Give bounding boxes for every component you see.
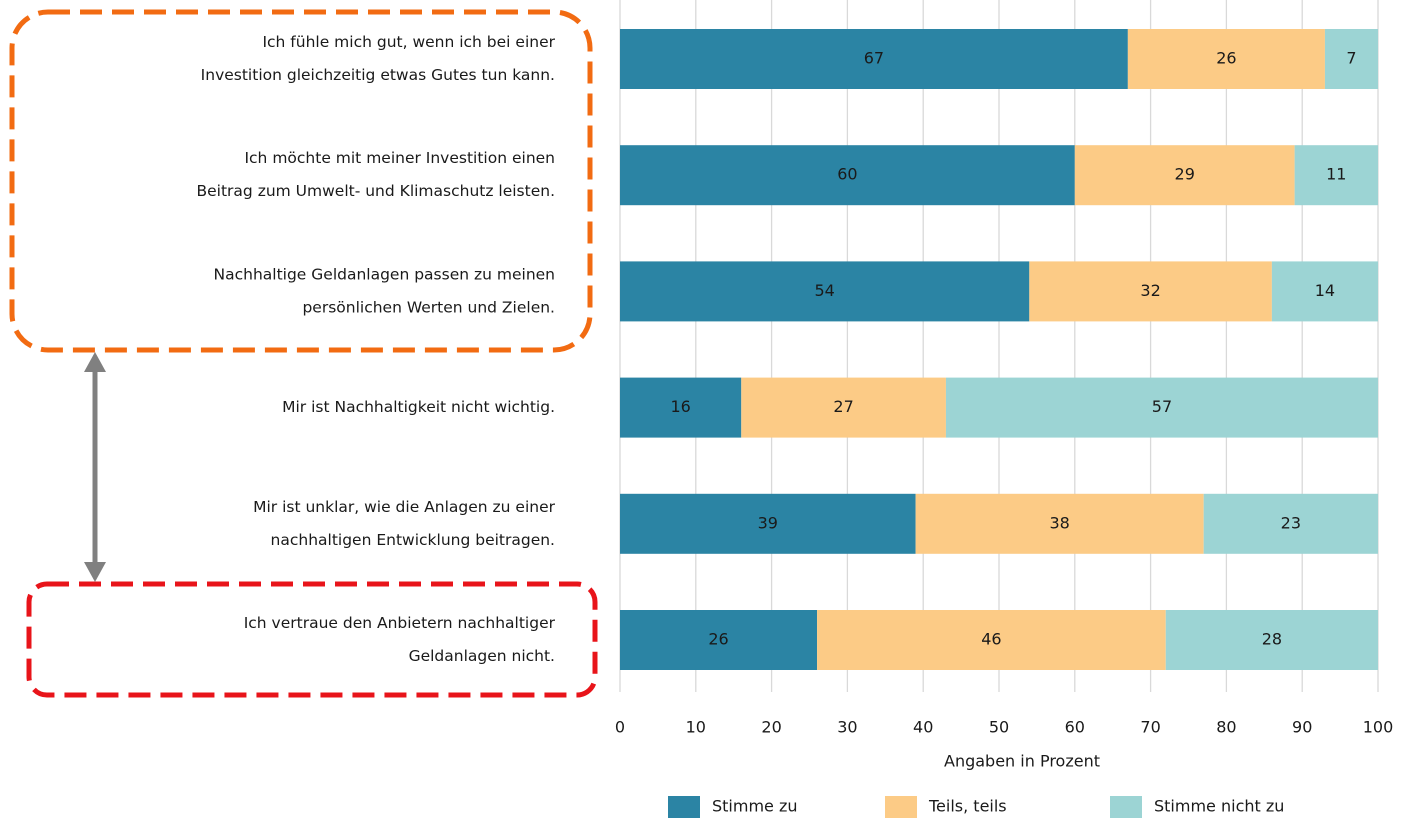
- bar-segment: [620, 377, 742, 438]
- legend-label: Teils, teils: [928, 797, 1007, 816]
- x-tick-label: 60: [1065, 718, 1085, 737]
- bar-segment: [1324, 29, 1378, 89]
- category-label: Mir ist unklar, wie die Anlagen zu einer: [253, 498, 556, 516]
- legend-label: Stimme zu: [712, 797, 798, 816]
- legend-swatch: [668, 796, 700, 818]
- x-axis-label: Angaben in Prozent: [944, 752, 1100, 771]
- bar-segment: [817, 610, 1166, 670]
- legend-label: Stimme nicht zu: [1154, 797, 1284, 816]
- value-label: 14: [1315, 281, 1335, 300]
- bar-segment: [945, 377, 1378, 438]
- bar-segment: [741, 377, 946, 438]
- bar-segment: [620, 261, 1030, 322]
- category-label: Ich möchte mit meiner Investition einen: [244, 149, 555, 167]
- value-label: 60: [837, 165, 857, 184]
- value-label: 26: [1216, 49, 1236, 68]
- value-label: 26: [708, 630, 728, 649]
- arrow-head: [84, 562, 106, 582]
- x-tick-label: 40: [913, 718, 933, 737]
- value-label: 11: [1326, 165, 1346, 184]
- x-tick-label: 50: [989, 718, 1009, 737]
- category-label: nachhaltigen Entwicklung beitragen.: [271, 531, 555, 549]
- bar-segment: [1127, 29, 1325, 89]
- category-label: Ich vertraue den Anbietern nachhaltiger: [244, 614, 556, 632]
- category-label: Geldanlagen nicht.: [409, 647, 555, 665]
- bar-segment: [1074, 145, 1295, 206]
- value-label: 29: [1175, 165, 1195, 184]
- x-tick-label: 0: [615, 718, 625, 737]
- category-label: Mir ist Nachhaltigkeit nicht wichtig.: [282, 398, 555, 416]
- highlight-box: [9, 9, 593, 353]
- category-label: Ich fühle mich gut, wenn ich bei einer: [262, 33, 555, 51]
- bar-segment: [620, 145, 1075, 206]
- x-tick-label: 20: [761, 718, 781, 737]
- category-label: Investition gleichzeitig etwas Gutes tun…: [201, 66, 555, 84]
- category-label: Nachhaltige Geldanlagen passen zu meinen: [214, 265, 555, 283]
- value-label: 28: [1262, 630, 1282, 649]
- value-label: 7: [1346, 49, 1356, 68]
- bar-segment: [620, 610, 818, 670]
- highlight-box: [26, 581, 598, 698]
- category-label: Beitrag zum Umwelt- und Klimaschutz leis…: [197, 182, 556, 200]
- x-tick-label: 10: [686, 718, 706, 737]
- value-label: 38: [1049, 513, 1069, 532]
- value-label: 16: [670, 397, 690, 416]
- legend-swatch: [1110, 796, 1142, 818]
- value-label: 23: [1281, 513, 1301, 532]
- bar-segment: [1271, 261, 1378, 322]
- bar-segment: [1029, 261, 1272, 322]
- x-tick-label: 30: [837, 718, 857, 737]
- x-tick-label: 90: [1292, 718, 1312, 737]
- legend-swatch: [885, 796, 917, 818]
- value-label: 67: [864, 49, 884, 68]
- bar-segment: [620, 493, 916, 554]
- x-tick-label: 80: [1216, 718, 1236, 737]
- bar-segment: [620, 29, 1128, 89]
- value-label: 54: [814, 281, 834, 300]
- value-label: 39: [758, 513, 778, 532]
- value-label: 27: [833, 397, 853, 416]
- bar-segment: [1165, 610, 1378, 670]
- value-label: 57: [1152, 397, 1172, 416]
- bar-segment: [1294, 145, 1378, 206]
- bar-segment: [1203, 493, 1378, 554]
- x-tick-label: 100: [1363, 718, 1394, 737]
- x-tick-label: 70: [1140, 718, 1160, 737]
- category-label: persönlichen Werten und Zielen.: [302, 298, 555, 316]
- bar-segment: [915, 493, 1204, 554]
- arrow-head: [84, 352, 106, 372]
- value-label: 32: [1140, 281, 1160, 300]
- value-label: 46: [981, 630, 1001, 649]
